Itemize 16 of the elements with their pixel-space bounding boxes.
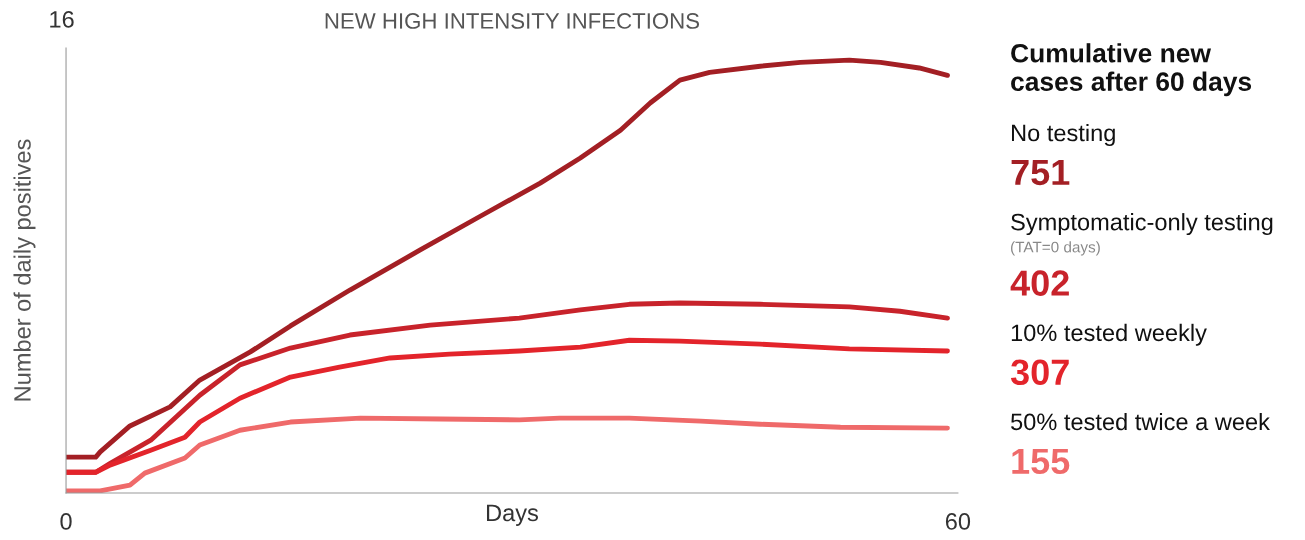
chart-title: NEW HIGH INTENSITY INFECTIONS [325, 13, 700, 29]
category-label: Symptomatic-only testing [1011, 213, 1273, 236]
text: 16 [50, 10, 74, 28]
data-label: 307 [1010, 359, 1069, 386]
x-tick-label: 60 [945, 513, 971, 530]
category-label: No testing [1012, 124, 1115, 147]
y-axis-title: Number of daily positives [13, 139, 36, 401]
text: Cumulative new cases after 60 days [1011, 43, 1252, 97]
data-label: 402 [1010, 270, 1069, 296]
text: (TAT=0 days) [1011, 241, 1100, 256]
x-tick-label: 0 [60, 513, 72, 530]
category-label: 50% tested twice a week [1011, 412, 1270, 431]
category-label: 10% tested weekly [1011, 323, 1207, 346]
x-axis-title: Days [486, 504, 538, 526]
data-label: 155 [1012, 448, 1070, 475]
data-label: 751 [1011, 159, 1070, 186]
